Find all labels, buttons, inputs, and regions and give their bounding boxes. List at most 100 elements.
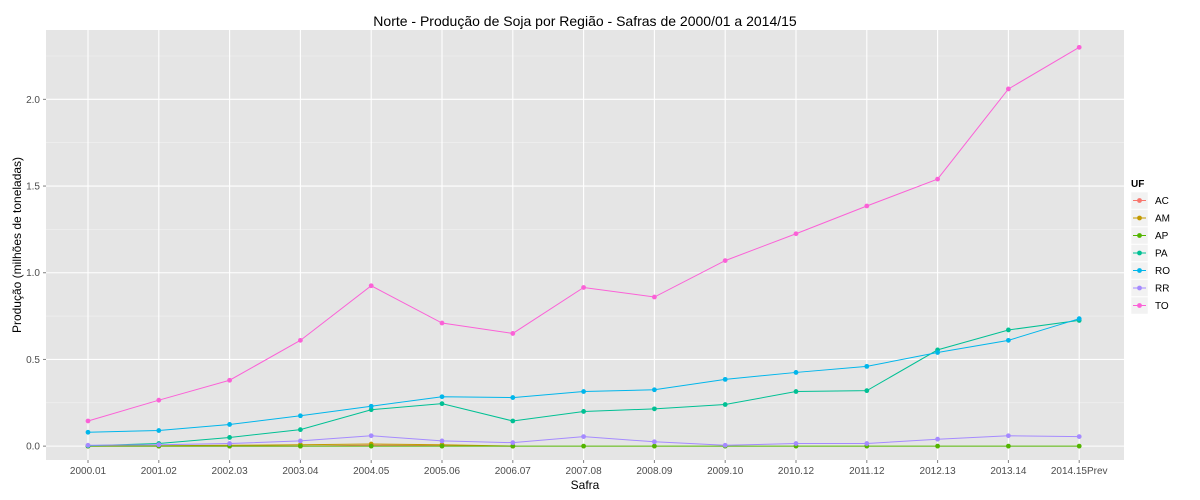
data-point-pa [581, 409, 586, 414]
data-point-rr [85, 442, 91, 448]
legend-title: UF [1131, 179, 1144, 190]
data-point-pa [722, 402, 728, 407]
data-point-to [156, 397, 162, 403]
legend-point-ap [1137, 233, 1142, 238]
data-point-ro [581, 389, 586, 394]
data-point-rr [1006, 433, 1011, 439]
x-tick-label: 2013.14 [990, 466, 1027, 477]
legend-point-pa [1137, 250, 1142, 256]
data-point-to [439, 320, 445, 326]
x-tick-label: 2011.12 [849, 466, 885, 477]
data-point-rr [864, 441, 870, 446]
x-tick-label: 2006.07 [495, 466, 532, 477]
data-point-rr [510, 440, 516, 446]
x-tick-label: 2003.04 [282, 466, 319, 477]
data-point-to [368, 283, 374, 289]
legend-label-ro: RO [1155, 266, 1170, 277]
legend-label-am: AM [1155, 214, 1170, 225]
data-point-to [722, 258, 728, 264]
data-point-pa [439, 401, 445, 407]
x-tick-label: 2002.03 [212, 466, 249, 477]
data-point-rr [439, 438, 445, 444]
data-point-ap [439, 443, 445, 449]
x-axis: 2000.01 2001.02 2002.03 2003.04 2004.05 2005.… [70, 460, 1108, 477]
legend-point-ac [1137, 198, 1142, 203]
data-point-ro [85, 429, 91, 435]
data-point-to [581, 285, 586, 290]
data-point-ro [439, 394, 445, 400]
data-point-pa [368, 407, 374, 413]
legend-label-ac: AC [1155, 196, 1169, 207]
data-point-ap [298, 443, 303, 449]
data-point-to [652, 294, 657, 300]
data-point-pa [864, 388, 870, 394]
data-point-rr [722, 442, 728, 448]
data-point-ap [581, 443, 586, 449]
data-point-pa [1006, 327, 1011, 333]
data-point-to [85, 418, 91, 424]
data-point-rr [793, 441, 799, 446]
legend-point-ro [1137, 268, 1142, 273]
x-axis-title: Safra [571, 478, 600, 492]
data-point-ro [1076, 316, 1082, 322]
data-point-to [510, 331, 516, 336]
data-point-ro [298, 413, 303, 419]
data-point-ro [793, 370, 799, 375]
data-point-rr [1076, 434, 1082, 439]
data-point-ap [1076, 443, 1082, 449]
data-point-ro [722, 376, 728, 382]
x-tick-label: 2010.12 [778, 466, 815, 477]
series-layer [85, 44, 1082, 449]
legend: UF AC AM AP PA RO RR TO [1130, 179, 1170, 315]
x-tick-label: 2009.10 [707, 466, 744, 477]
data-point-pa [227, 435, 233, 440]
y-tick-label: 1.0 [26, 268, 40, 279]
plot-background [46, 30, 1124, 460]
data-point-ap [510, 443, 516, 449]
data-point-ro [510, 395, 516, 400]
data-point-ap [935, 443, 940, 449]
data-point-pa [652, 406, 657, 412]
data-point-to [298, 337, 303, 343]
legend-label-rr: RR [1155, 284, 1169, 295]
legend-label-ap: AP [1155, 231, 1169, 242]
data-point-to [864, 203, 870, 209]
legend-point-rr [1137, 285, 1142, 291]
y-tick-label: 1.5 [26, 182, 40, 193]
x-tick-label: 2014.15Prev [1051, 466, 1108, 477]
data-point-ap [368, 443, 374, 449]
x-tick-label: 2008.09 [636, 466, 673, 477]
y-axis-title: Produção (milhões de toneladas) [10, 157, 24, 333]
data-point-to [1006, 86, 1011, 92]
x-tick-label: 2001.02 [141, 466, 178, 477]
data-point-ap [1006, 443, 1011, 449]
legend-label-to: TO [1155, 301, 1169, 312]
data-point-to [793, 231, 799, 237]
data-point-ro [935, 350, 940, 355]
data-point-ro [227, 422, 233, 427]
data-point-rr [581, 434, 586, 439]
data-point-to [227, 377, 233, 383]
y-tick-label: 0.5 [26, 355, 40, 366]
chart-title: Norte - Produção de Soja por Região - Sa… [373, 13, 797, 29]
data-point-ro [1006, 337, 1011, 343]
minor-gridlines [46, 55, 1124, 404]
data-point-ro [864, 363, 870, 369]
data-point-ro [156, 428, 162, 433]
x-tick-label: 2007.08 [566, 466, 603, 477]
legend-label-pa: PA [1155, 249, 1168, 260]
y-axis: 0.0 0.5 1.0 1.5 2.0 [26, 95, 46, 453]
data-point-to [935, 176, 940, 182]
data-point-rr [227, 441, 233, 446]
x-tick-label: 2005.06 [424, 466, 461, 477]
data-point-rr [368, 433, 374, 439]
y-tick-label: 2.0 [26, 95, 40, 106]
data-point-ro [652, 387, 657, 393]
data-point-ap [652, 443, 657, 449]
x-tick-label: 2004.05 [353, 466, 390, 477]
legend-point-am [1137, 215, 1142, 221]
data-point-rr [298, 438, 303, 444]
data-point-rr [156, 442, 162, 448]
legend-point-to [1137, 303, 1142, 308]
